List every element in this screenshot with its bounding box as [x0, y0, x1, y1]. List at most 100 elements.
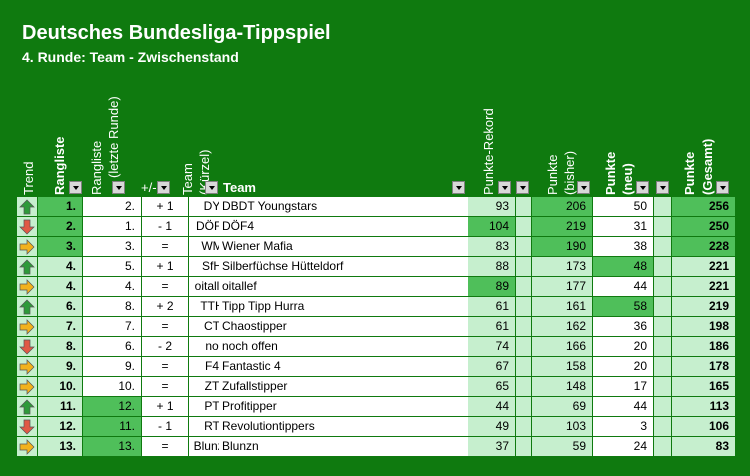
cell-plusminus: =: [142, 237, 188, 256]
cell-gap: [654, 357, 671, 376]
cell-rank: 4.: [38, 277, 82, 296]
cell-rekord: 61: [468, 297, 515, 316]
header-gesamt: Punkte: [682, 151, 697, 195]
header-rangliste: Rangliste: [52, 136, 67, 195]
cell-team: Blunzn: [219, 437, 484, 456]
header-bisher: Punkte: [545, 154, 560, 195]
cell-last: 4.: [83, 277, 141, 296]
header-rangliste-letzte: Rangliste: [89, 140, 104, 195]
header-trend: Trend: [21, 161, 36, 195]
cell-team: noch offen: [219, 337, 484, 356]
cell-gesamt: 165: [672, 377, 735, 396]
cell-neu: 44: [593, 397, 653, 416]
cell-gap: [654, 257, 671, 276]
filter-neu-button[interactable]: [636, 181, 649, 194]
cell-plusminus: =: [142, 317, 188, 336]
cell-bisher: 59: [532, 437, 592, 456]
filter-plusminus-button[interactable]: [157, 181, 170, 194]
cell-last: 10.: [83, 377, 141, 396]
cell-rank: 1.: [38, 197, 82, 216]
cell-neu: 48: [593, 257, 653, 276]
cell-last: 5.: [83, 257, 141, 276]
cell-plusminus: + 1: [142, 257, 188, 276]
filter-team-button[interactable]: [452, 181, 465, 194]
cell-rekord: 74: [468, 337, 515, 356]
cell-gesamt: 228: [672, 237, 735, 256]
cell-plusminus: + 1: [142, 197, 188, 216]
page-subtitle: 4. Runde: Team - Zwischenstand: [22, 49, 239, 65]
cell-last: 3.: [83, 237, 141, 256]
cell-plusminus: - 2: [142, 337, 188, 356]
header-bisher-sub: (bisher): [562, 150, 577, 195]
cell-team: Tipp Tipp Hurra: [219, 297, 484, 316]
cell-neu: 24: [593, 437, 653, 456]
header-rekord: Punkte-Rekord: [481, 108, 496, 195]
cell-neu: 50: [593, 197, 653, 216]
filter-rekord-extra-button[interactable]: [516, 181, 529, 194]
cell-rekord: 44: [468, 397, 515, 416]
cell-team: Profitipper: [219, 397, 484, 416]
cell-last: 12.: [83, 397, 141, 416]
cell-gesamt: 113: [672, 397, 735, 416]
cell-team: DÖF4: [219, 217, 484, 236]
filter-rangliste-letzte-button[interactable]: [112, 181, 125, 194]
cell-last: 11.: [83, 417, 141, 436]
cell-rekord: 67: [468, 357, 515, 376]
filter-rekord-button[interactable]: [498, 181, 511, 194]
cell-team: Fantastic 4: [219, 357, 484, 376]
cell-gesamt: 250: [672, 217, 735, 236]
cell-rank: 6.: [38, 297, 82, 316]
cell-bisher: 190: [532, 237, 592, 256]
cell-rekord: 61: [468, 317, 515, 336]
cell-team: Zufallstipper: [219, 377, 484, 396]
header-team-kurz: Team: [180, 163, 195, 195]
cell-team: Wiener Mafia: [219, 237, 484, 256]
cell-bisher: 173: [532, 257, 592, 276]
cell-gap: [654, 397, 671, 416]
filter-gesamt-button[interactable]: [716, 181, 729, 194]
cell-gesamt: 83: [672, 437, 735, 456]
cell-plusminus: =: [142, 357, 188, 376]
cell-rekord: 37: [468, 437, 515, 456]
cell-last: 9.: [83, 357, 141, 376]
cell-last: 2.: [83, 197, 141, 216]
header-team: Team: [223, 180, 256, 195]
cell-rank: 13.: [38, 437, 82, 456]
cell-plusminus: - 1: [142, 417, 188, 436]
cell-rekord: 49: [468, 417, 515, 436]
filter-rangliste-button[interactable]: [69, 181, 82, 194]
cell-neu: 38: [593, 237, 653, 256]
cell-gap: [516, 417, 531, 436]
cell-rank: 4.: [38, 257, 82, 276]
cell-gap: [654, 197, 671, 216]
cell-gap: [654, 437, 671, 456]
filter-bisher-button[interactable]: [577, 181, 590, 194]
cell-bisher: 148: [532, 377, 592, 396]
arrow-down-icon: [17, 217, 37, 236]
cell-team: DBDT Youngstars: [219, 197, 484, 216]
cell-gesamt: 198: [672, 317, 735, 336]
cell-rekord: 88: [468, 257, 515, 276]
cell-rank: 12.: [38, 417, 82, 436]
cell-neu: 20: [593, 337, 653, 356]
cell-rank: 7.: [38, 317, 82, 336]
cell-gap: [654, 317, 671, 336]
cell-rekord: 89: [468, 277, 515, 296]
cell-gesamt: 221: [672, 257, 735, 276]
cell-gap: [516, 357, 531, 376]
header-neu: Punkte: [603, 151, 618, 195]
cell-gap: [516, 377, 531, 396]
arrow-right-icon: [17, 277, 37, 296]
cell-rekord: 104: [468, 217, 515, 236]
filter-team-kurz-button[interactable]: [205, 181, 218, 194]
cell-bisher: 177: [532, 277, 592, 296]
header-gesamt-sub: (Gesamt): [700, 138, 715, 195]
cell-gesamt: 186: [672, 337, 735, 356]
header-neu-sub: (neu): [620, 163, 635, 195]
arrow-up-icon: [17, 297, 37, 316]
cell-gap: [654, 337, 671, 356]
arrow-right-icon: [17, 237, 37, 256]
filter-neu-extra-button[interactable]: [656, 181, 669, 194]
cell-plusminus: =: [142, 437, 188, 456]
cell-neu: 31: [593, 217, 653, 236]
